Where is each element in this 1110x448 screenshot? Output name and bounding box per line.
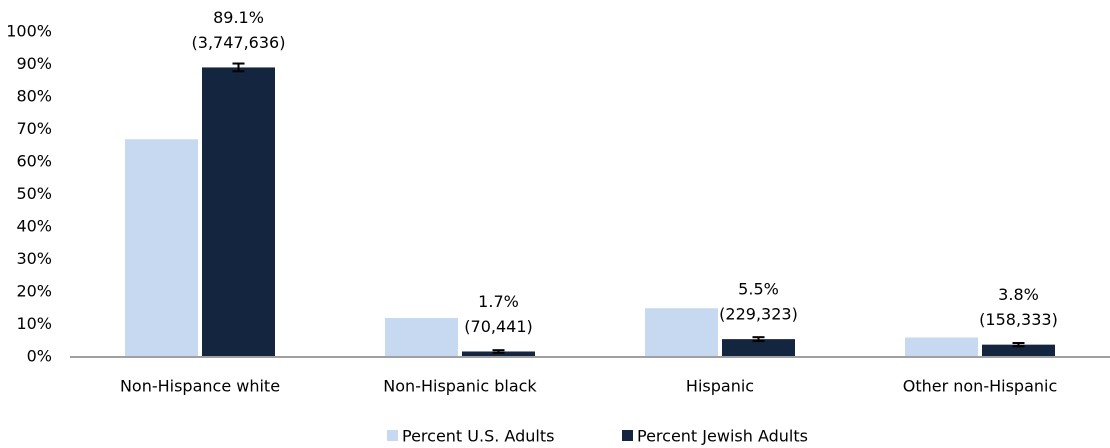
y-tick-label: 0% [27,347,52,366]
bar [982,344,1055,357]
bar [462,351,535,357]
x-tick-label: Non-Hispance white [120,377,280,396]
bar [905,337,978,357]
y-tick-label: 10% [16,314,52,333]
legend-label: Percent U.S. Adults [402,427,554,446]
bar [385,318,458,357]
legend-swatch [622,430,633,441]
y-tick-label: 90% [16,54,52,73]
legend-label: Percent Jewish Adults [637,427,808,446]
y-tick-label: 80% [16,87,52,106]
y-tick-label: 30% [16,249,52,268]
y-tick-label: 100% [6,22,52,41]
bar [125,139,198,357]
data-label: 3.8% [998,285,1039,304]
data-label: 5.5% [738,280,779,299]
y-tick-label: 50% [16,184,52,203]
y-tick-label: 70% [16,119,52,138]
x-tick-label: Non-Hispanic black [383,377,537,396]
y-tick-label: 40% [16,217,52,236]
bar [645,308,718,357]
legend-swatch [387,430,398,441]
data-label: 1.7% [478,292,519,311]
count-label: (70,441) [464,317,532,336]
count-label: (3,747,636) [192,33,286,52]
count-label: (229,323) [719,305,798,324]
y-tick-label: 60% [16,152,52,171]
data-label: 89.1% [213,8,264,27]
x-tick-label: Other non-Hispanic [903,377,1058,396]
bar [202,67,275,358]
x-tick-label: Hispanic [686,377,754,396]
y-tick-label: 20% [16,282,52,301]
bar [722,339,795,357]
count-label: (158,333) [979,310,1058,329]
